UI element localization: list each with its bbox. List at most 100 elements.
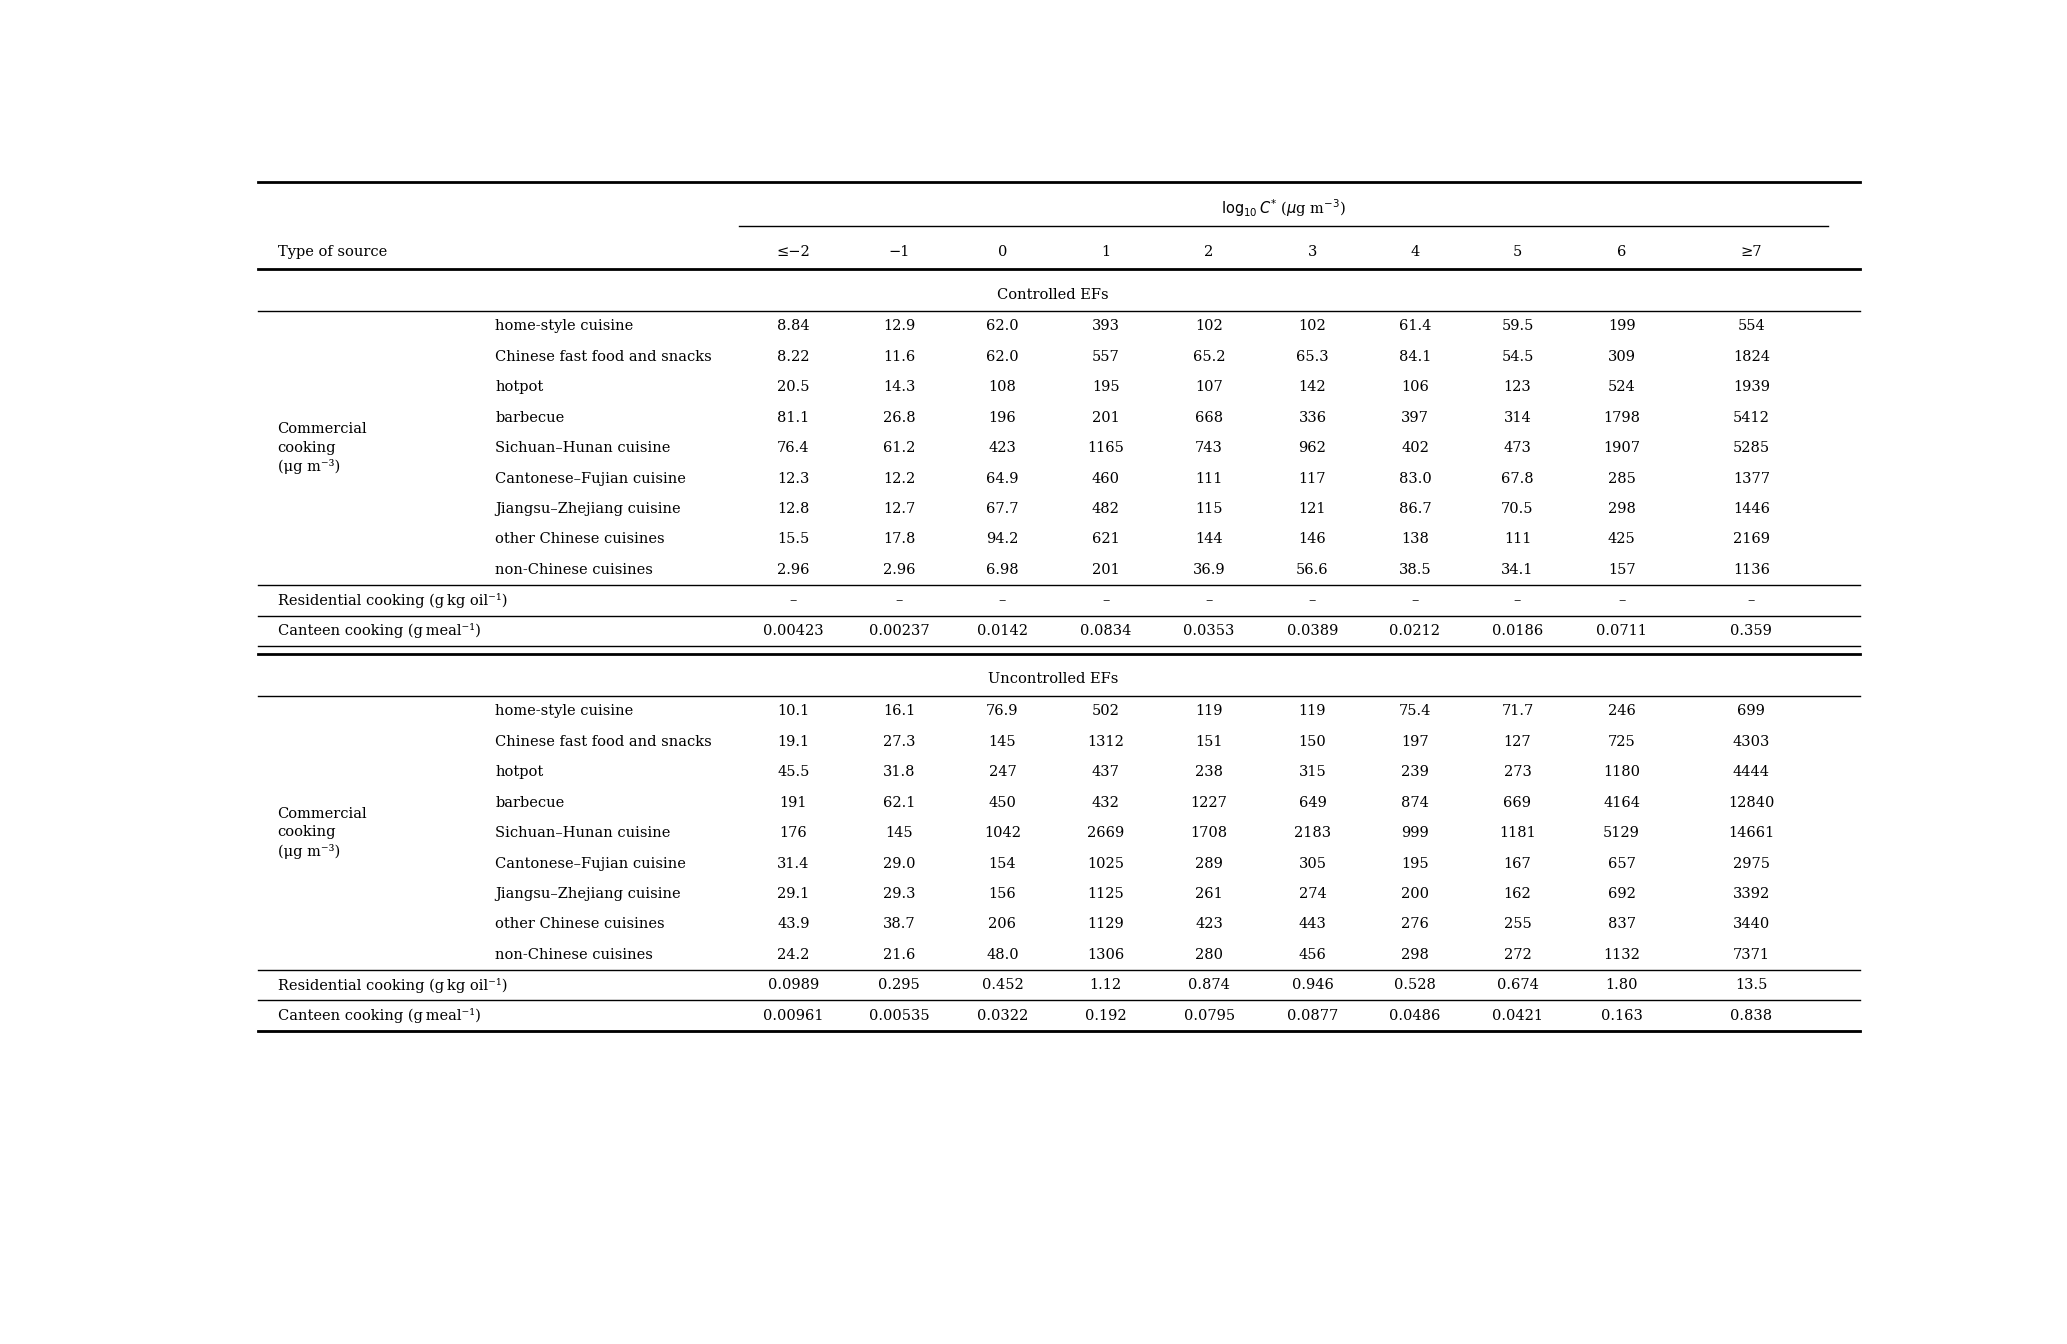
Text: 692: 692 bbox=[1608, 887, 1635, 900]
Text: Cantonese–Fujian cuisine: Cantonese–Fujian cuisine bbox=[496, 856, 686, 871]
Text: 3392: 3392 bbox=[1732, 887, 1769, 900]
Text: 83.0: 83.0 bbox=[1399, 472, 1430, 485]
Text: 19.1: 19.1 bbox=[777, 735, 810, 749]
Text: 191: 191 bbox=[779, 796, 808, 809]
Text: 29.3: 29.3 bbox=[883, 887, 916, 900]
Text: 67.8: 67.8 bbox=[1501, 472, 1534, 485]
Text: 17.8: 17.8 bbox=[883, 532, 916, 547]
Text: 20.5: 20.5 bbox=[777, 380, 810, 394]
Text: 200: 200 bbox=[1401, 887, 1428, 900]
Text: 502: 502 bbox=[1091, 704, 1120, 719]
Text: 27.3: 27.3 bbox=[883, 735, 916, 749]
Text: 21.6: 21.6 bbox=[883, 948, 916, 962]
Text: 0.192: 0.192 bbox=[1085, 1008, 1127, 1023]
Text: 2.96: 2.96 bbox=[883, 563, 916, 577]
Text: 12840: 12840 bbox=[1728, 796, 1776, 809]
Text: 38.5: 38.5 bbox=[1399, 563, 1430, 577]
Text: ≤−2: ≤−2 bbox=[777, 245, 810, 259]
Text: 26.8: 26.8 bbox=[883, 411, 916, 425]
Text: 201: 201 bbox=[1091, 411, 1120, 425]
Text: 524: 524 bbox=[1608, 380, 1635, 394]
Text: 5285: 5285 bbox=[1732, 441, 1769, 456]
Text: 0.0389: 0.0389 bbox=[1288, 624, 1337, 638]
Text: 657: 657 bbox=[1608, 856, 1635, 871]
Text: 0.295: 0.295 bbox=[878, 978, 920, 992]
Text: 62.1: 62.1 bbox=[883, 796, 916, 809]
Text: 121: 121 bbox=[1298, 503, 1327, 516]
Text: Controlled EFs: Controlled EFs bbox=[996, 288, 1108, 301]
Text: 725: 725 bbox=[1608, 735, 1635, 749]
Text: 0.874: 0.874 bbox=[1189, 978, 1230, 992]
Text: –: – bbox=[895, 593, 903, 607]
Text: 456: 456 bbox=[1298, 948, 1327, 962]
Text: 0.00535: 0.00535 bbox=[868, 1008, 930, 1023]
Text: 2.96: 2.96 bbox=[777, 563, 810, 577]
Text: 38.7: 38.7 bbox=[883, 918, 916, 931]
Text: 397: 397 bbox=[1401, 411, 1428, 425]
Text: 1312: 1312 bbox=[1087, 735, 1124, 749]
Text: 0.946: 0.946 bbox=[1292, 978, 1333, 992]
Text: 473: 473 bbox=[1503, 441, 1532, 456]
Text: 1129: 1129 bbox=[1087, 918, 1124, 931]
Text: 699: 699 bbox=[1738, 704, 1765, 719]
Text: 274: 274 bbox=[1298, 887, 1327, 900]
Text: 0.00961: 0.00961 bbox=[763, 1008, 823, 1023]
Text: 2975: 2975 bbox=[1732, 856, 1769, 871]
Text: 67.7: 67.7 bbox=[986, 503, 1019, 516]
Text: Cantonese–Fujian cuisine: Cantonese–Fujian cuisine bbox=[496, 472, 686, 485]
Text: Commercial
cooking
(μg m⁻³): Commercial cooking (μg m⁻³) bbox=[277, 422, 368, 474]
Text: 255: 255 bbox=[1503, 918, 1532, 931]
Text: 123: 123 bbox=[1503, 380, 1532, 394]
Text: 3440: 3440 bbox=[1732, 918, 1769, 931]
Text: Canteen cooking (g meal⁻¹): Canteen cooking (g meal⁻¹) bbox=[277, 1008, 480, 1023]
Text: 65.2: 65.2 bbox=[1193, 349, 1226, 364]
Text: 1.12: 1.12 bbox=[1089, 978, 1122, 992]
Text: 1.80: 1.80 bbox=[1606, 978, 1637, 992]
Text: Jiangsu–Zhejiang cuisine: Jiangsu–Zhejiang cuisine bbox=[496, 887, 682, 900]
Text: 1180: 1180 bbox=[1604, 765, 1639, 780]
Text: 76.9: 76.9 bbox=[986, 704, 1019, 719]
Text: 289: 289 bbox=[1195, 856, 1224, 871]
Text: 14661: 14661 bbox=[1728, 827, 1773, 840]
Text: 62.0: 62.0 bbox=[986, 349, 1019, 364]
Text: Uncontrolled EFs: Uncontrolled EFs bbox=[988, 672, 1118, 687]
Text: 176: 176 bbox=[779, 827, 808, 840]
Text: 743: 743 bbox=[1195, 441, 1224, 456]
Text: 111: 111 bbox=[1505, 532, 1532, 547]
Text: 12.9: 12.9 bbox=[883, 320, 916, 333]
Text: 71.7: 71.7 bbox=[1501, 704, 1534, 719]
Text: 59.5: 59.5 bbox=[1501, 320, 1534, 333]
Text: 238: 238 bbox=[1195, 765, 1224, 780]
Text: 102: 102 bbox=[1195, 320, 1224, 333]
Text: 3: 3 bbox=[1308, 245, 1317, 259]
Text: 6: 6 bbox=[1616, 245, 1627, 259]
Text: 305: 305 bbox=[1298, 856, 1327, 871]
Text: 5: 5 bbox=[1513, 245, 1521, 259]
Text: 31.8: 31.8 bbox=[883, 765, 916, 780]
Text: 106: 106 bbox=[1401, 380, 1428, 394]
Text: 0.359: 0.359 bbox=[1730, 624, 1771, 638]
Text: Sichuan–Hunan cuisine: Sichuan–Hunan cuisine bbox=[496, 827, 672, 840]
Text: 84.1: 84.1 bbox=[1399, 349, 1430, 364]
Text: 197: 197 bbox=[1401, 735, 1428, 749]
Text: 669: 669 bbox=[1503, 796, 1532, 809]
Text: 0.0353: 0.0353 bbox=[1184, 624, 1234, 638]
Text: 151: 151 bbox=[1195, 735, 1224, 749]
Text: 145: 145 bbox=[885, 827, 914, 840]
Text: Residential cooking (g kg oil⁻¹): Residential cooking (g kg oil⁻¹) bbox=[277, 593, 506, 607]
Text: 145: 145 bbox=[988, 735, 1017, 749]
Text: 423: 423 bbox=[1195, 918, 1224, 931]
Text: 285: 285 bbox=[1608, 472, 1635, 485]
Text: 450: 450 bbox=[988, 796, 1017, 809]
Text: –: – bbox=[1618, 593, 1625, 607]
Text: 668: 668 bbox=[1195, 411, 1224, 425]
Text: 4444: 4444 bbox=[1732, 765, 1769, 780]
Text: 142: 142 bbox=[1298, 380, 1327, 394]
Text: 195: 195 bbox=[1091, 380, 1120, 394]
Text: 31.4: 31.4 bbox=[777, 856, 810, 871]
Text: 1939: 1939 bbox=[1732, 380, 1769, 394]
Text: 557: 557 bbox=[1091, 349, 1120, 364]
Text: 0.0486: 0.0486 bbox=[1389, 1008, 1441, 1023]
Text: 29.0: 29.0 bbox=[883, 856, 916, 871]
Text: hotpot: hotpot bbox=[496, 765, 544, 780]
